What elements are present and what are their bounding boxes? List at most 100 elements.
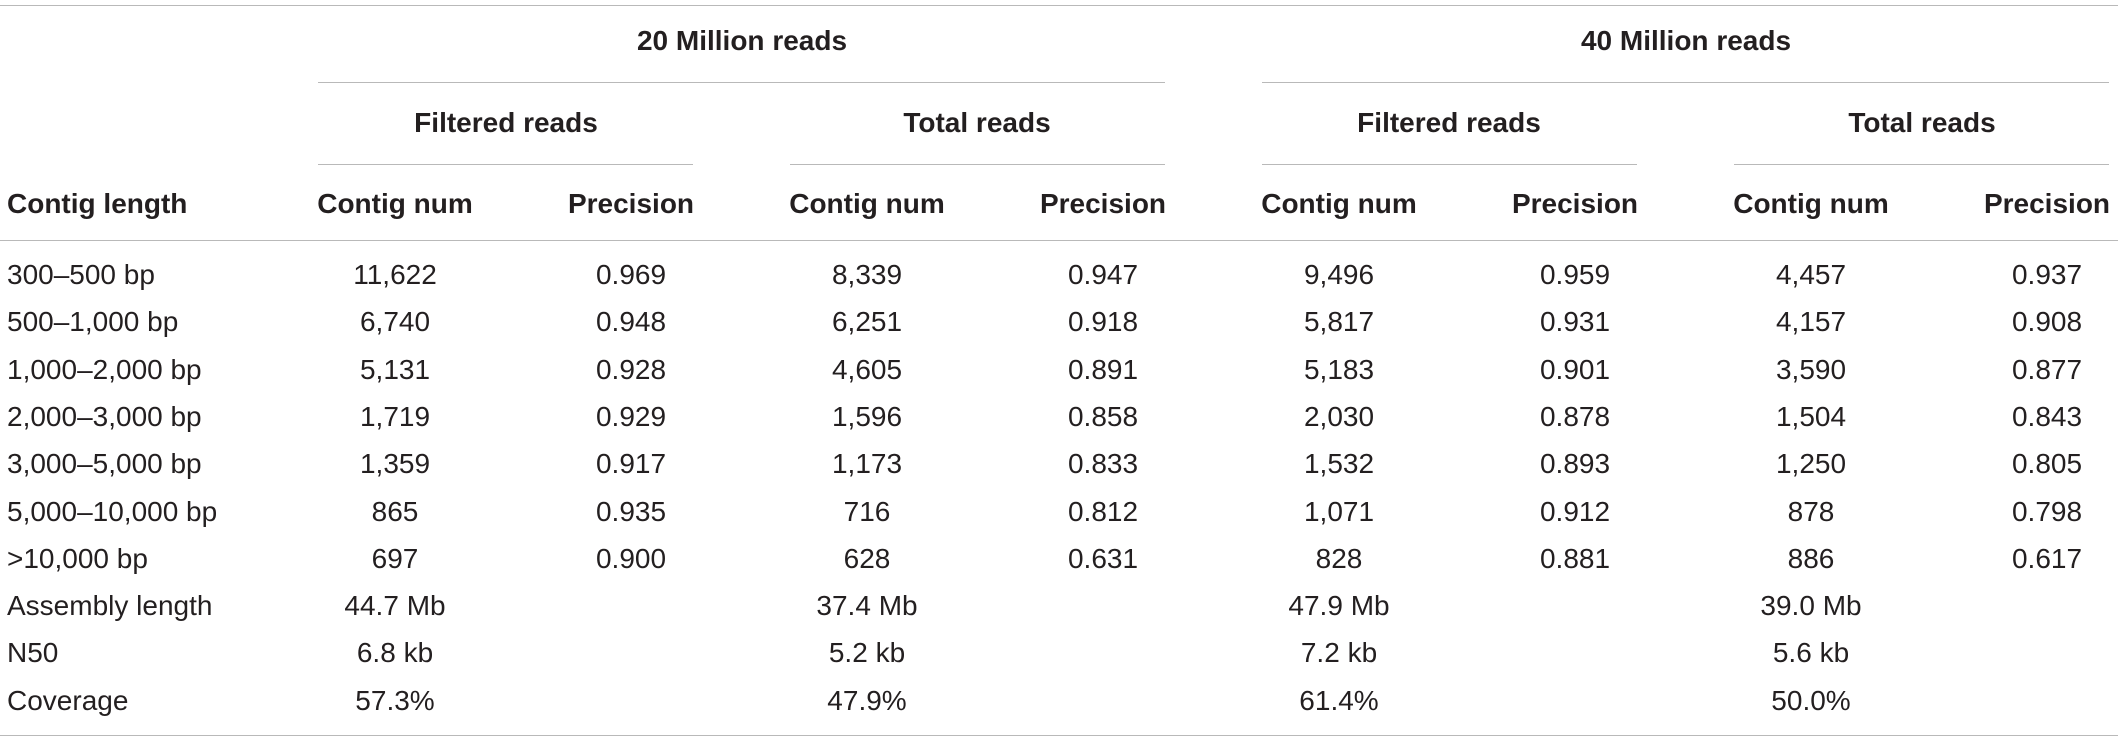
precision-cell: 0.929 <box>595 400 667 432</box>
group-rule-20m <box>318 82 1165 83</box>
column-header-precision: Precision <box>1511 188 1639 219</box>
contig-num-cell: 57.3% <box>355 684 435 716</box>
row-label: Coverage <box>7 684 129 716</box>
contig-num-cell: 4,157 <box>1775 306 1847 338</box>
contig-num-cell: 697 <box>371 542 419 574</box>
contig-num-cell: 8,339 <box>831 259 903 290</box>
precision-cell: 0.937 <box>2011 259 2083 290</box>
contig-num-cell: 5,131 <box>359 353 431 385</box>
precision-cell: 0.893 <box>1539 448 1611 480</box>
precision-cell: 0.631 <box>1067 542 1139 574</box>
subgroup-rule-3 <box>1262 164 1637 165</box>
contig-num-cell: 5.2 kb <box>828 637 906 669</box>
row-label: 500–1,000 bp <box>7 306 179 338</box>
precision-cell: 0.969 <box>595 259 667 290</box>
group-rule-40m <box>1262 82 2109 83</box>
contig-num-cell: 47.9 Mb <box>1288 590 1390 622</box>
subgroup-header-filtered-40m: Filtered reads <box>1357 107 1541 138</box>
row-label: 300–500 bp <box>7 259 155 290</box>
precision-cell: 0.812 <box>1067 495 1139 527</box>
precision-cell: 0.843 <box>2011 400 2083 432</box>
group-header-20m: 20 Million reads <box>636 25 848 56</box>
contig-num-cell: 44.7 Mb <box>344 590 446 622</box>
precision-cell: 0.908 <box>2011 306 2083 338</box>
precision-cell: 0.617 <box>2011 542 2083 574</box>
subgroup-header-filtered-20m: Filtered reads <box>414 107 598 138</box>
contig-num-cell: 2,030 <box>1303 400 1375 432</box>
row-label: >10,000 bp <box>7 542 148 574</box>
row-label: 3,000–5,000 bp <box>7 448 202 480</box>
contig-num-cell: 1,071 <box>1303 495 1375 527</box>
column-header-precision: Precision <box>567 188 695 219</box>
contig-num-cell: 886 <box>1787 542 1835 574</box>
contig-num-cell: 7.2 kb <box>1300 637 1378 669</box>
precision-cell: 0.878 <box>1539 400 1611 432</box>
precision-cell: 0.959 <box>1539 259 1611 290</box>
precision-cell: 0.901 <box>1539 353 1611 385</box>
contig-num-cell: 3,590 <box>1775 353 1847 385</box>
contig-num-cell: 11,622 <box>353 259 437 290</box>
precision-cell: 0.805 <box>2011 448 2083 480</box>
precision-cell: 0.877 <box>2011 353 2083 385</box>
precision-cell: 0.918 <box>1067 306 1139 338</box>
contig-num-cell: 39.0 Mb <box>1760 590 1862 622</box>
contig-num-cell: 5,183 <box>1303 353 1375 385</box>
column-header-precision: Precision <box>1983 188 2111 219</box>
group-header-40m: 40 Million reads <box>1580 25 1792 56</box>
contig-num-cell: 1,596 <box>831 400 903 432</box>
column-header-contig-num: Contig num <box>1733 188 1889 219</box>
row-label: N50 <box>7 637 59 669</box>
subgroup-rule-4 <box>1734 164 2109 165</box>
contig-num-cell: 1,504 <box>1775 400 1847 432</box>
precision-cell: 0.947 <box>1067 259 1139 290</box>
contig-num-cell: 6.8 kb <box>356 637 434 669</box>
column-header-contig-num: Contig num <box>1261 188 1417 219</box>
column-header-precision: Precision <box>1039 188 1167 219</box>
contig-num-cell: 1,250 <box>1775 448 1847 480</box>
contig-num-cell: 37.4 Mb <box>816 590 918 622</box>
row-label: Assembly length <box>7 590 213 622</box>
precision-cell: 0.948 <box>595 306 667 338</box>
column-header-contig-num: Contig num <box>789 188 945 219</box>
contig-num-cell: 1,359 <box>359 448 431 480</box>
precision-cell: 0.798 <box>2011 495 2083 527</box>
bottom-rule <box>0 735 2118 736</box>
contig-num-cell: 1,719 <box>359 400 431 432</box>
column-header-contig-length: Contig length <box>7 188 188 219</box>
subgroup-header-total-20m: Total reads <box>903 107 1051 138</box>
contig-num-cell: 47.9% <box>827 684 907 716</box>
precision-cell: 0.917 <box>595 448 667 480</box>
precision-cell: 0.881 <box>1539 542 1611 574</box>
subgroup-header-total-40m: Total reads <box>1848 107 1996 138</box>
precision-cell: 0.858 <box>1067 400 1139 432</box>
contig-num-cell: 6,251 <box>831 306 903 338</box>
contig-num-cell: 61.4% <box>1299 684 1379 716</box>
precision-cell: 0.928 <box>595 353 667 385</box>
contig-num-cell: 1,532 <box>1303 448 1375 480</box>
precision-cell: 0.833 <box>1067 448 1139 480</box>
contig-num-cell: 50.0% <box>1771 684 1851 716</box>
column-header-contig-num: Contig num <box>317 188 473 219</box>
contig-num-cell: 865 <box>371 495 419 527</box>
precision-cell: 0.912 <box>1539 495 1611 527</box>
contig-num-cell: 9,496 <box>1303 259 1375 290</box>
contig-num-cell: 716 <box>843 495 891 527</box>
row-label: 2,000–3,000 bp <box>7 400 202 432</box>
contig-num-cell: 4,605 <box>831 353 903 385</box>
contig-num-cell: 878 <box>1787 495 1835 527</box>
precision-cell: 0.900 <box>595 542 667 574</box>
precision-cell: 0.891 <box>1067 353 1139 385</box>
contig-num-cell: 5,817 <box>1303 306 1375 338</box>
precision-cell: 0.931 <box>1539 306 1611 338</box>
contig-num-cell: 628 <box>843 542 891 574</box>
contig-num-cell: 4,457 <box>1775 259 1847 290</box>
row-label: 1,000–2,000 bp <box>7 353 202 385</box>
row-label: 5,000–10,000 bp <box>7 495 218 527</box>
contig-num-cell: 828 <box>1315 542 1363 574</box>
subgroup-rule-1 <box>318 164 693 165</box>
precision-cell: 0.935 <box>595 495 667 527</box>
header-rule <box>0 240 2118 241</box>
contig-num-cell: 5.6 kb <box>1772 637 1850 669</box>
contig-num-cell: 6,740 <box>359 306 431 338</box>
